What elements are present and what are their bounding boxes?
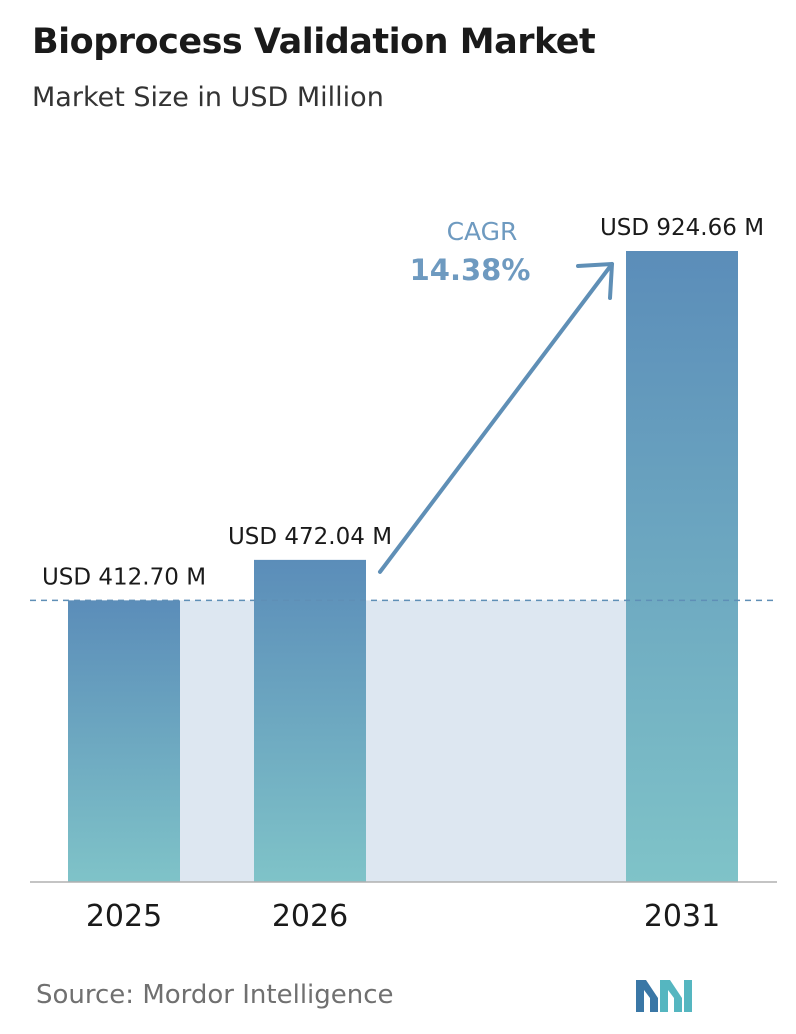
cagr-arrow-shaft [378, 262, 614, 574]
mordor-intelligence-logo [636, 980, 692, 1012]
bar-2025 [68, 600, 180, 882]
data-label-2026: USD 472.04 M [228, 524, 392, 550]
cagr-arrow-head [576, 262, 614, 300]
cagr-arrow [378, 262, 614, 574]
x-tick-label-2026: 2026 [272, 899, 348, 934]
cagr-value: 14.38% [410, 253, 531, 287]
cagr-label: CAGR [447, 217, 518, 246]
source-label: Source: Mordor Intelligence [36, 980, 394, 1010]
bar-2026 [254, 559, 366, 882]
chart-subtitle: Market Size in USD Million [32, 82, 384, 113]
chart-title: Bioprocess Validation Market [32, 22, 596, 62]
data-label-2031: USD 924.66 M [600, 215, 764, 241]
data-label-2025: USD 412.70 M [42, 564, 206, 590]
x-tick-label-2031: 2031 [644, 899, 720, 934]
x-tick-label-2025: 2025 [86, 899, 162, 934]
bar-2031 [626, 251, 738, 882]
